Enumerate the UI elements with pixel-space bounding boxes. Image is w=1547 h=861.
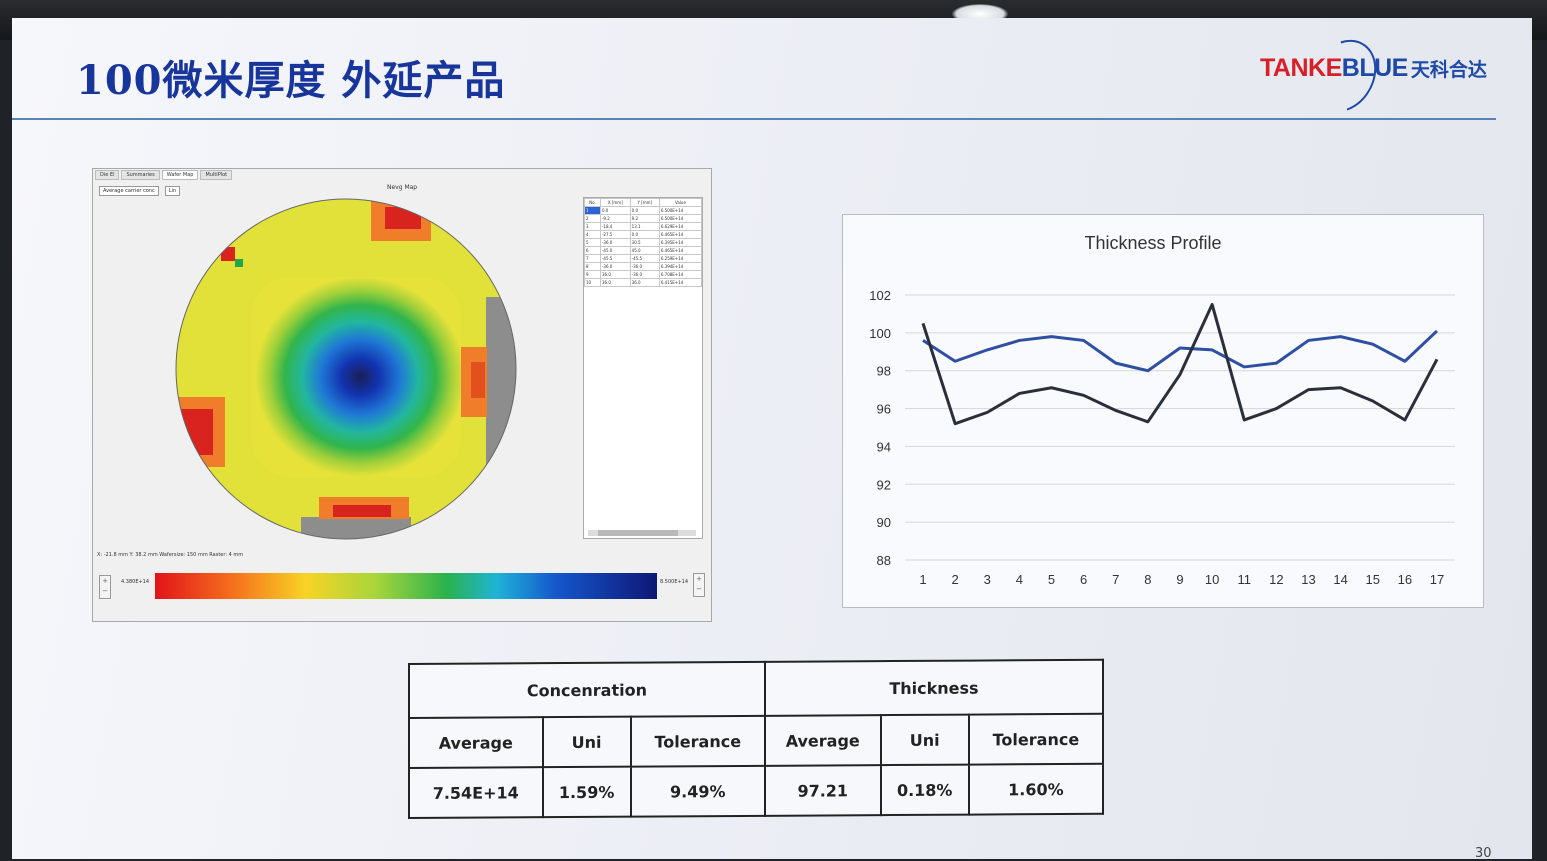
status-line: X: -21.8 mm Y: 38.2 mm Wafersize: 150 mm… [97, 552, 244, 558]
series-line-2 [921, 302, 1439, 426]
measurement-table[interactable]: No. X [mm] Y [mm] Value 1 0.0 0.0 6.500E+14… [583, 197, 703, 539]
value-thick-average: 97.21 [764, 765, 881, 816]
x-tick-label: 17 [1430, 572, 1444, 587]
x-tick-label: 2 [952, 572, 959, 587]
title-divider [12, 118, 1496, 120]
table-row[interactable]: 4 -27.5 0.0 6.465E+14 [584, 230, 703, 239]
table-row[interactable]: 7 -45.5 -45.5 6.259E+14 [584, 254, 703, 263]
scale-select[interactable]: Lin [164, 186, 181, 196]
logo-text-cn: 天科合达 [1410, 59, 1487, 81]
tab-die-el[interactable]: Die El [95, 170, 120, 180]
table-header-row: Average Uni Tolerance Average Uni Tolera… [409, 713, 1103, 768]
value-conc-uni: 1.59% [542, 766, 631, 818]
series-line-1 [922, 329, 1439, 373]
header-thick-uni: Uni [880, 714, 969, 766]
x-tick-label: 5 [1048, 572, 1055, 587]
map-title: Nevg Map [387, 184, 418, 191]
chart-title: Thickness Profile [1084, 233, 1221, 253]
app-tab-bar: Die El Summaries Wafer Map MultiPlot [95, 170, 233, 180]
header-conc-uni: Uni [542, 716, 631, 768]
header-thick-tolerance: Tolerance [968, 713, 1103, 765]
wafer-map[interactable] [171, 197, 521, 547]
y-tick-label: 98 [877, 364, 891, 379]
legend-min-value: 4.380E+14 [121, 579, 150, 585]
company-logo: TANKEBLUE 天科合达 [1260, 54, 1487, 83]
summary-table: Concenration Thickness Average Uni Toler… [408, 658, 1104, 819]
legend-max-value: 8.500E+14 [660, 579, 689, 585]
table-row[interactable]: 9 36.0 -36.0 6.708E+14 [584, 270, 703, 279]
presentation-slide: 100微米厚度 外延产品 TANKEBLUE 天科合达 Die El Summar… [12, 18, 1532, 861]
tab-multiplot[interactable]: MultiPlot [200, 170, 233, 180]
x-tick-label: 8 [1144, 572, 1151, 587]
color-scale-legend [155, 573, 657, 599]
parameter-select[interactable]: Average carrier conc [99, 186, 159, 196]
table-row[interactable]: 2 -9.2 9.2 6.500E+14 [584, 214, 703, 223]
legend-zoom-button-right[interactable]: + − [693, 573, 705, 597]
table-row[interactable]: 6 -45.0 45.0 6.465E+14 [584, 246, 703, 255]
value-conc-average: 7.54E+14 [409, 767, 543, 818]
legend-zoom-button[interactable]: + − [99, 575, 111, 599]
slide-title: 100微米厚度 外延产品 [76, 57, 506, 104]
x-tick-label: 1 [919, 572, 926, 587]
y-tick-label: 92 [877, 477, 891, 492]
table-row[interactable]: 1 0.0 0.0 6.500E+14 [584, 206, 703, 215]
header-thick-average: Average [764, 715, 881, 766]
table-scrollbar[interactable] [588, 530, 696, 536]
table-row[interactable]: 10 36.0 36.0 6.415E+14 [584, 278, 703, 287]
table-row[interactable]: 3 -18.4 13.1 6.629E+14 [584, 222, 703, 231]
header-conc-tolerance: Tolerance [630, 715, 765, 767]
table-row[interactable]: 8 -36.0 -36.0 6.394E+14 [584, 262, 703, 271]
y-tick-label: 94 [877, 439, 891, 454]
x-tick-label: 4 [1016, 572, 1023, 587]
x-tick-label: 16 [1398, 572, 1412, 587]
value-thick-uni: 0.18% [880, 764, 969, 816]
group-concentration: Concenration [409, 661, 765, 718]
x-tick-label: 9 [1176, 572, 1183, 587]
table-row[interactable]: 5 -36.0 30.5 6.395E+14 [584, 238, 703, 247]
x-tick-label: 10 [1205, 572, 1219, 587]
x-tick-label: 13 [1301, 572, 1315, 587]
header-conc-average: Average [409, 717, 543, 768]
map-controls: Average carrier conc Lin [99, 186, 181, 196]
value-thick-tolerance: 1.60% [968, 763, 1103, 815]
x-tick-label: 6 [1080, 572, 1087, 587]
col-value: Value [658, 198, 703, 207]
logo-text-red-e: E [1325, 54, 1343, 82]
y-tick-label: 88 [877, 553, 891, 568]
table-group-row: Concenration Thickness [409, 659, 1103, 718]
tab-summaries[interactable]: Summaries [121, 170, 160, 180]
col-x: X [mm] [599, 198, 631, 207]
group-thickness: Thickness [764, 659, 1103, 716]
y-tick-label: 102 [869, 288, 891, 303]
y-tick-label: 90 [877, 515, 891, 530]
logo-text-blue: BLUE [1341, 54, 1409, 82]
table-header-row: No. X [mm] Y [mm] Value [584, 198, 703, 207]
y-tick-label: 96 [877, 402, 891, 417]
value-conc-tolerance: 9.49% [630, 765, 765, 817]
wafer-map-window: Die El Summaries Wafer Map MultiPlot Ave… [92, 168, 712, 622]
y-tick-label: 100 [869, 326, 891, 341]
x-tick-label: 14 [1333, 572, 1347, 587]
page-number: 30 [1475, 846, 1492, 861]
x-tick-label: 11 [1238, 572, 1252, 587]
x-tick-label: 3 [984, 572, 991, 587]
x-tick-label: 15 [1366, 572, 1380, 587]
logo-text-red: TANK [1260, 54, 1326, 82]
col-y: Y [mm] [629, 198, 660, 207]
col-no: No. [584, 198, 601, 207]
table-row: 7.54E+14 1.59% 9.49% 97.21 0.18% 1.60% [409, 763, 1103, 818]
x-tick-label: 7 [1112, 572, 1119, 587]
tab-wafer-map[interactable]: Wafer Map [161, 170, 199, 180]
x-tick-label: 12 [1269, 572, 1283, 587]
